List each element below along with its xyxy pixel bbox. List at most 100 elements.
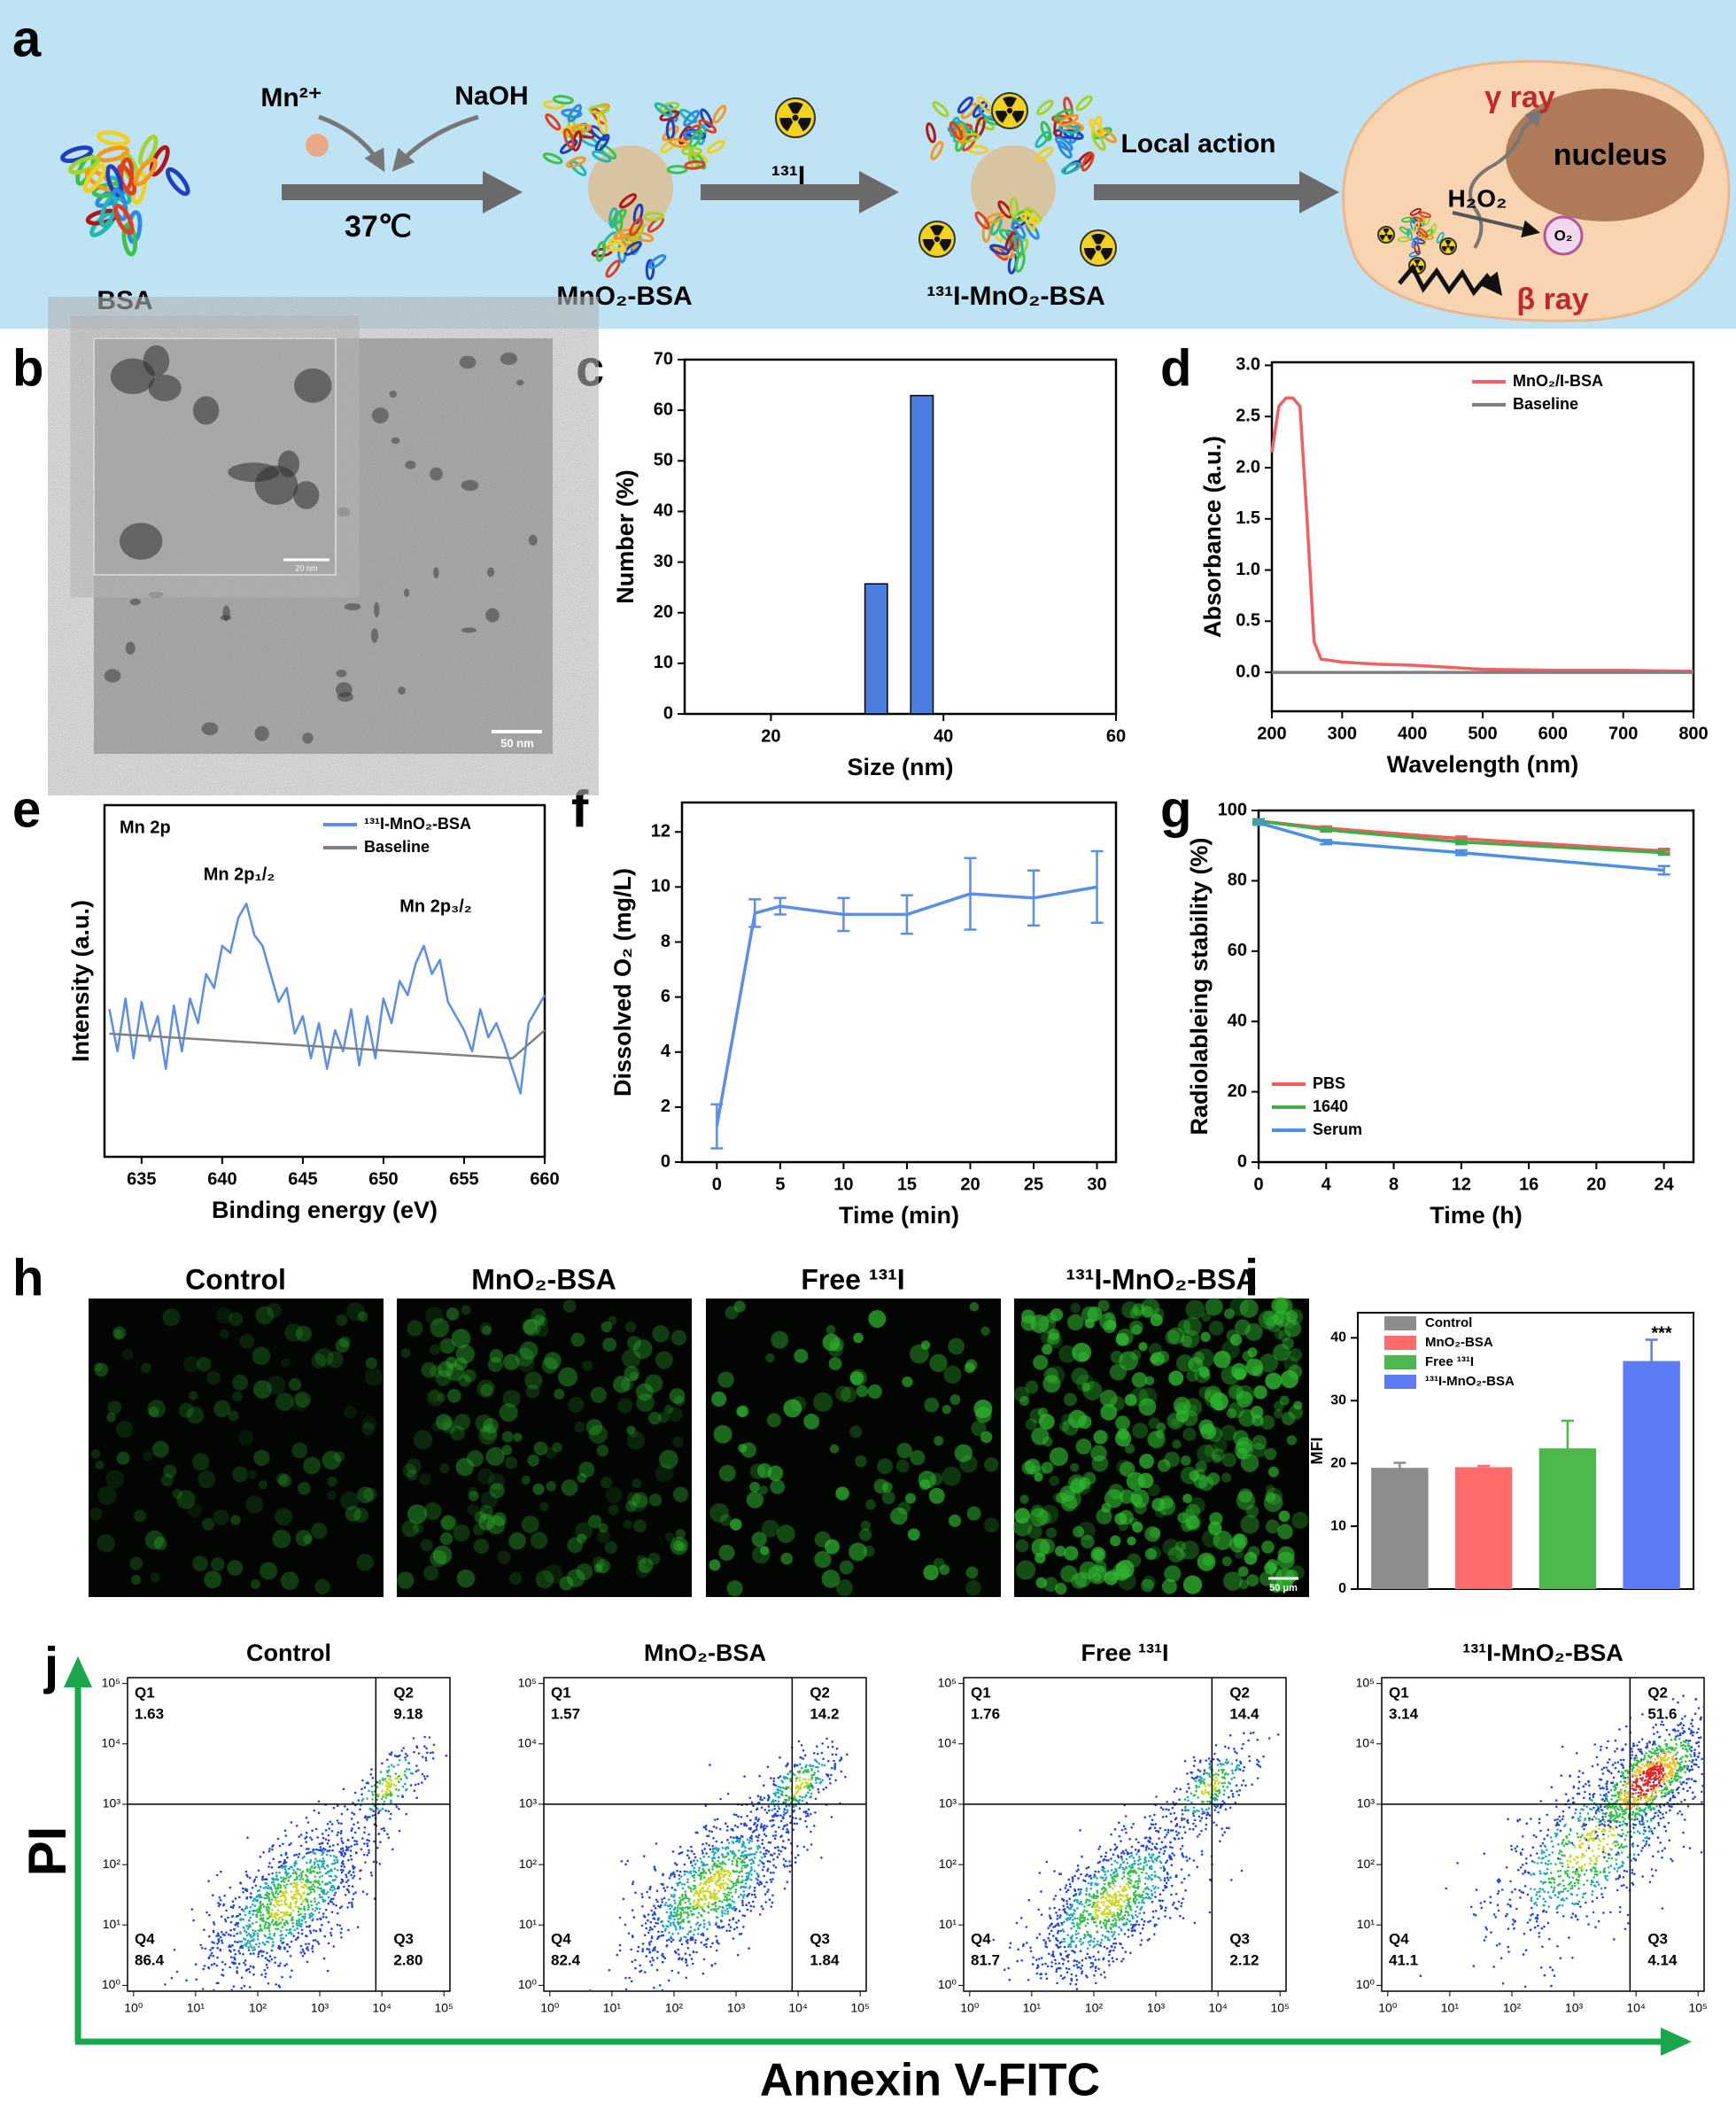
protein-ribbon <box>552 95 574 105</box>
quadrant-value: 86.4 <box>135 1951 165 1968</box>
event-dot <box>315 1848 318 1851</box>
legend-swatch <box>1384 1336 1416 1350</box>
event-dot <box>737 1896 740 1898</box>
event-dot <box>690 1912 694 1916</box>
event-dot <box>702 1882 706 1885</box>
event-dot <box>740 1854 743 1857</box>
cell-signal <box>326 1351 344 1369</box>
event-dot <box>275 1871 278 1874</box>
event-dot <box>1045 1860 1049 1864</box>
event-dot <box>693 1859 695 1862</box>
cell-signal <box>1286 1435 1298 1446</box>
event-dot <box>1104 1896 1107 1899</box>
event-dot <box>321 1880 324 1883</box>
event-dot <box>287 1880 291 1882</box>
event-dot <box>748 1887 751 1889</box>
event-dot <box>734 1888 738 1891</box>
panel-label: j <box>43 1637 58 1694</box>
event-dot <box>383 1826 385 1830</box>
event-dot <box>1148 1859 1151 1863</box>
event-dot <box>1221 1827 1223 1830</box>
event-dot <box>787 1838 790 1841</box>
event-dot <box>352 1877 354 1880</box>
event-dot <box>295 1853 298 1857</box>
event-dot <box>239 1918 242 1921</box>
event-dot <box>1192 1859 1196 1862</box>
event-dot <box>1097 1950 1100 1954</box>
event-dot <box>294 1871 298 1873</box>
event-dot <box>1118 1821 1120 1824</box>
event-dot <box>242 1887 244 1890</box>
protein-ribbon <box>647 253 667 269</box>
cell-signal <box>1258 1310 1278 1330</box>
event-dot <box>190 1908 194 1911</box>
event-dot <box>657 1917 660 1920</box>
event-dot <box>779 1775 782 1778</box>
legend-label: Baseline <box>1513 395 1578 413</box>
event-dot <box>396 1778 399 1780</box>
cell-signal <box>106 1412 116 1423</box>
quadrant-name: Q1 <box>551 1684 571 1701</box>
cell-signal <box>1272 1312 1285 1325</box>
event-dot <box>1080 1900 1082 1904</box>
event-dot <box>744 1882 748 1885</box>
event-dot <box>240 1976 244 1979</box>
event-dot <box>416 1769 420 1772</box>
event-dot <box>244 1913 247 1917</box>
event-dot <box>651 1927 654 1931</box>
event-dot <box>243 1984 246 1988</box>
event-dot <box>673 1899 676 1902</box>
event-dot <box>1086 1952 1089 1956</box>
event-dot <box>806 1849 809 1851</box>
event-dot <box>742 1841 745 1844</box>
event-dot <box>265 1920 267 1924</box>
event-dot <box>730 1891 732 1895</box>
event-dot <box>653 1986 655 1989</box>
cell-signal <box>1042 1375 1061 1393</box>
event-dot <box>798 1779 802 1782</box>
cell-signal <box>1084 1318 1095 1329</box>
event-dot <box>285 1928 288 1932</box>
event-dot <box>803 1795 807 1798</box>
cell-signal <box>635 1383 654 1401</box>
event-dot <box>769 1819 771 1822</box>
cell-signal <box>545 1446 557 1459</box>
cell-signal <box>713 1424 732 1444</box>
event-dot <box>283 1911 285 1914</box>
cell-signal <box>592 1556 605 1569</box>
quadrant-name: Q3 <box>393 1930 414 1947</box>
event-dot <box>296 1825 298 1827</box>
event-dot <box>364 1861 367 1864</box>
event-dot <box>387 1769 391 1772</box>
event-dot <box>331 1849 334 1852</box>
cell-signal <box>582 1361 593 1371</box>
event-dot <box>646 1890 648 1894</box>
event-dot <box>756 1819 760 1822</box>
cell-signal <box>749 1481 761 1493</box>
event-dot <box>290 1911 292 1914</box>
cell-signal <box>1244 1551 1258 1565</box>
event-dot <box>306 1904 310 1906</box>
cell-signal <box>577 1473 587 1484</box>
event-dot <box>708 1921 710 1924</box>
event-dot <box>287 1872 290 1875</box>
protein-ribbon <box>683 110 701 127</box>
event-dot <box>1136 1882 1140 1885</box>
event-dot <box>260 1973 263 1976</box>
event-dot <box>778 1807 781 1810</box>
y-tick-label: 2.5 <box>1236 407 1260 426</box>
event-dot <box>395 1787 398 1791</box>
cell-signal <box>1132 1521 1143 1533</box>
cell-signal <box>627 1336 641 1351</box>
event-dot <box>1219 1840 1221 1843</box>
event-dot <box>707 1890 709 1893</box>
x-tick-label: 10³ <box>727 2001 746 2015</box>
event-dot <box>624 1863 627 1865</box>
x-tick-label: 10⁰ <box>124 2001 143 2015</box>
event-dot <box>384 1785 388 1787</box>
event-dot <box>694 1928 696 1932</box>
cell-signal <box>965 1580 981 1596</box>
event-dot <box>392 1783 395 1786</box>
event-dot <box>285 1942 289 1946</box>
event-dot <box>219 1949 221 1952</box>
